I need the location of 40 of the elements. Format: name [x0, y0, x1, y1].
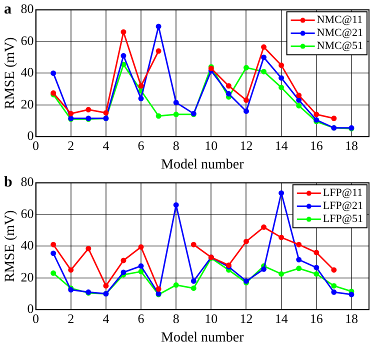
y-tick-label: 80: [20, 1, 34, 16]
y-axis-title: RMSE (mV): [3, 36, 18, 110]
x-tick-label: 16: [310, 138, 324, 153]
y-tick-label: 60: [20, 206, 34, 221]
legend-label: NMC@21: [316, 27, 364, 40]
y-tick-label: 0: [27, 301, 34, 316]
x-tick-label: 8: [172, 310, 180, 326]
y-tick-label: 60: [20, 32, 34, 48]
y-tick-label: 40: [20, 238, 34, 253]
x-tick-label: 10: [204, 310, 218, 326]
x-tick-label: 2: [68, 138, 74, 153]
x-tick-label: 6: [138, 138, 145, 153]
legend-label: NMC@11: [316, 14, 363, 26]
y-tick-label: 20: [20, 269, 34, 284]
y-tick-label: 80: [20, 174, 34, 190]
x-tick-label: 2: [68, 310, 74, 326]
x-tick-label: 10: [204, 138, 218, 153]
x-tick-label: 14: [274, 310, 288, 326]
x-tick-label: 16: [310, 310, 324, 326]
legend-label: NMC@51: [316, 40, 364, 52]
x-tick-label: 4: [102, 138, 110, 153]
legend-label: LFP@51: [322, 213, 364, 226]
x-tick-label: 4: [102, 310, 110, 326]
y-tick-label: 40: [20, 64, 34, 80]
y-axis-title: RMSE (mV): [3, 210, 18, 282]
x-tick-label: 14: [274, 138, 288, 153]
x-tick-label: 8: [172, 138, 180, 153]
x-axis-title: Model number: [160, 157, 244, 172]
x-tick-label: 12: [240, 138, 253, 153]
y-tick-label: 20: [20, 96, 34, 112]
x-tick-label: 18: [344, 138, 358, 153]
y-tick-label: 0: [27, 128, 34, 144]
legend-label: LFP@11: [322, 187, 363, 200]
x-axis-title: Model number: [160, 330, 244, 346]
x-tick-label: 18: [344, 310, 358, 326]
x-tick-label: 6: [138, 310, 145, 326]
text: a: [4, 1, 12, 18]
text: b: [4, 174, 12, 190]
x-tick-label: 12: [240, 310, 253, 326]
legend-label: LFP@21: [322, 200, 364, 212]
